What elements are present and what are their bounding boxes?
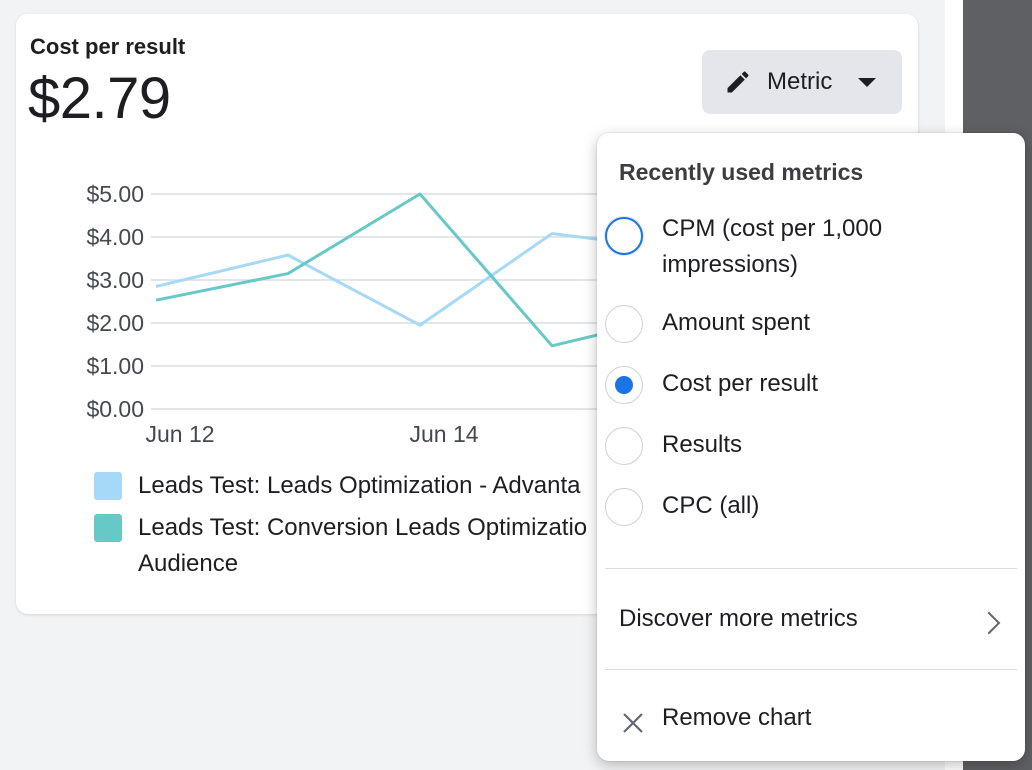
- legend-item: Leads Test: Leads Optimization - Advanta: [94, 468, 904, 504]
- legend-swatch: [94, 514, 122, 542]
- remove-chart-button[interactable]: Remove chart: [597, 698, 1025, 748]
- x-tick-label: Jun 12: [145, 421, 214, 447]
- cost-per-result-card: Cost per result $2.79 Metric $5.00 $4.00 $…: [16, 14, 918, 614]
- metric-button[interactable]: Metric: [702, 50, 902, 114]
- y-tick-label: $2.00: [86, 310, 144, 336]
- legend-label: Leads Test: Conversion Leads Optimizatio: [138, 514, 588, 541]
- pencil-icon: [727, 71, 749, 93]
- metric-dropdown-menu: Recently used metrics CPM (cost per 1,00…: [597, 133, 1025, 761]
- y-tick-label: $3.00: [86, 267, 144, 293]
- series-line-1: [155, 232, 616, 327]
- dropdown-header: Recently used metrics: [619, 159, 864, 185]
- radio-button-selected[interactable]: [605, 366, 643, 404]
- metric-option-amount-spent[interactable]: Amount spent: [597, 303, 1025, 345]
- metric-option-label: CPC (all): [662, 492, 760, 519]
- metric-option-label: Amount spent: [662, 309, 811, 336]
- metric-option-results[interactable]: Results: [597, 425, 1025, 467]
- legend-swatch: [94, 472, 122, 500]
- menu-divider: [605, 669, 1017, 670]
- metric-option-cpc[interactable]: CPC (all): [597, 486, 1025, 528]
- chevron-right-icon: [977, 611, 1001, 635]
- radio-button[interactable]: [605, 305, 643, 343]
- legend-label: Leads Test: Leads Optimization - Advanta: [138, 472, 581, 499]
- y-tick-label: $0.00: [86, 396, 144, 422]
- metric-option-label: Cost per result: [662, 370, 819, 397]
- menu-divider: [605, 568, 1017, 569]
- y-tick-label: $5.00: [86, 181, 144, 207]
- legend-label-continued: Audience: [138, 550, 239, 577]
- discover-more-label: Discover more metrics: [619, 605, 858, 632]
- caret-down-icon: [858, 78, 876, 87]
- legend-item: Leads Test: Conversion Leads Optimizatio…: [94, 510, 904, 582]
- radio-button[interactable]: [605, 217, 643, 255]
- metric-option-cost-per-result[interactable]: Cost per result: [597, 364, 1025, 406]
- metric-option-cpm[interactable]: CPM (cost per 1,000 impressions): [597, 213, 1025, 289]
- radio-button[interactable]: [605, 488, 643, 526]
- series-line-2: [155, 192, 616, 348]
- remove-chart-label: Remove chart: [662, 704, 812, 731]
- metric-option-label: Results: [662, 431, 743, 458]
- discover-more-metrics[interactable]: Discover more metrics: [597, 595, 1025, 645]
- radio-button[interactable]: [605, 427, 643, 465]
- x-tick-label: Jun 14: [409, 421, 478, 447]
- card-title: Cost per result: [30, 34, 186, 59]
- chart-legend: Leads Test: Leads Optimization - Advanta…: [94, 468, 904, 588]
- metric-button-label: Metric: [767, 68, 833, 95]
- metric-option-label: CPM (cost per 1,000 impressions): [662, 215, 883, 278]
- y-tick-label: $4.00: [86, 224, 144, 250]
- metric-value: $2.79: [28, 66, 171, 131]
- y-tick-label: $1.00: [86, 353, 144, 379]
- close-icon: [623, 713, 643, 733]
